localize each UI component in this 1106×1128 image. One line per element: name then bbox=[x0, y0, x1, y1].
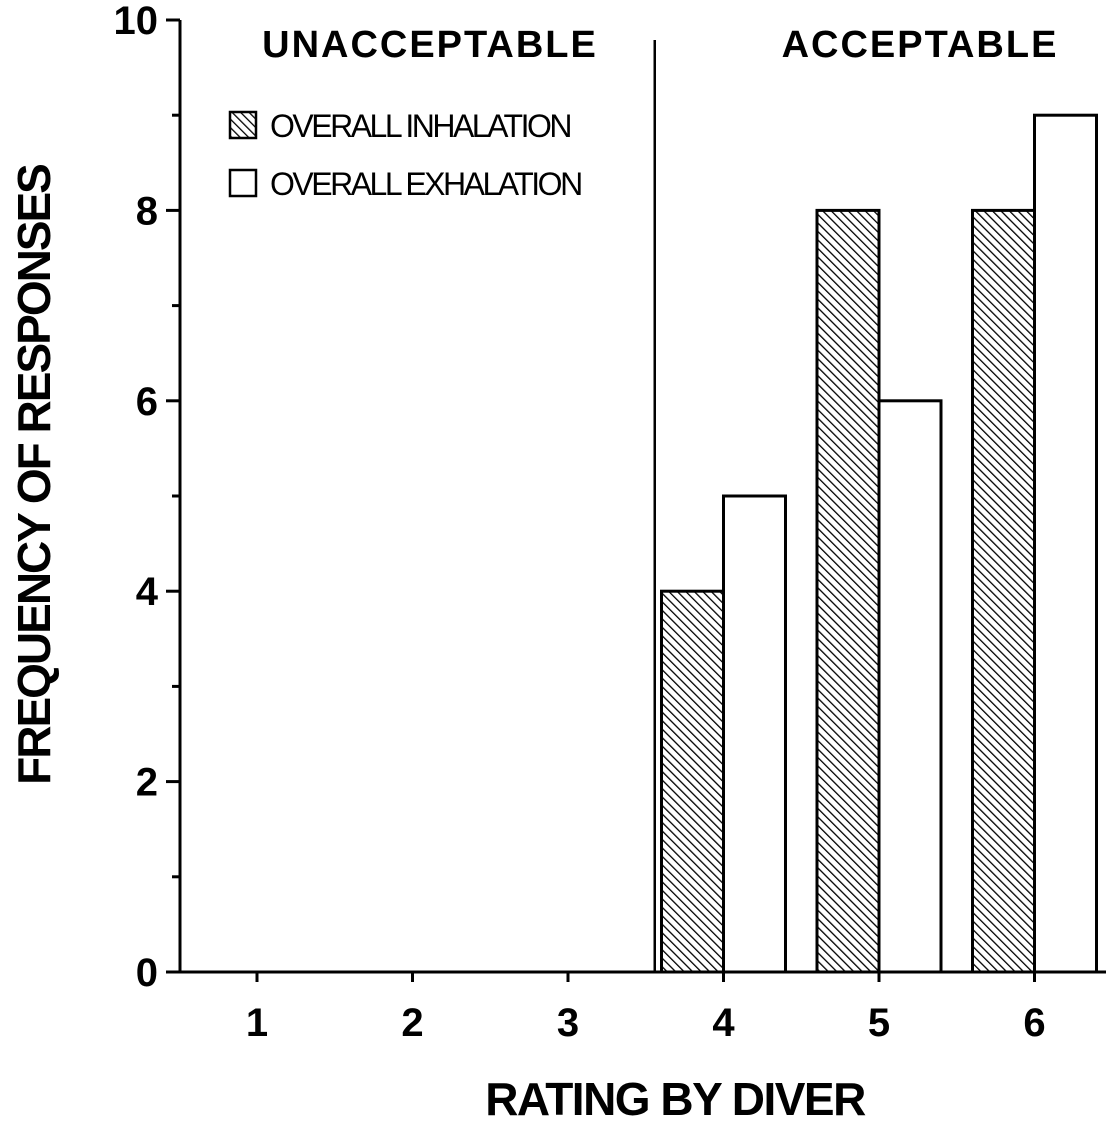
y-tick-label: 2 bbox=[136, 761, 158, 805]
bar-inhalation-rating-5 bbox=[815, 208, 881, 974]
bar-inhalation-rating-6 bbox=[971, 208, 1036, 974]
bar-inhalation-rating-4 bbox=[660, 589, 725, 974]
region-label-unacceptable: UNACCEPTABLE bbox=[262, 24, 598, 66]
legend-swatch-exhalation bbox=[228, 168, 258, 198]
y-tick-label: 0 bbox=[136, 951, 158, 995]
x-tick-label: 2 bbox=[401, 1001, 423, 1045]
legend: OVERALL INHALATION OVERALL EXHALATION bbox=[228, 108, 584, 202]
bar-exhalation-rating-4 bbox=[722, 494, 787, 974]
y-tick-label: 6 bbox=[136, 380, 158, 424]
bar-exhalation-rating-6 bbox=[1033, 113, 1098, 974]
x-axis-label: RATING BY DIVER bbox=[485, 1073, 866, 1125]
legend-label-exhalation: OVERALL EXHALATION bbox=[270, 166, 581, 202]
region-label-acceptable: ACCEPTABLE bbox=[782, 24, 1059, 66]
bar-group bbox=[660, 113, 1098, 974]
x-tick-label: 5 bbox=[868, 1001, 890, 1045]
x-tick-label: 6 bbox=[1023, 1001, 1045, 1045]
x-tick-label: 3 bbox=[557, 1001, 579, 1045]
y-tick-label: 10 bbox=[114, 0, 159, 43]
bar-exhalation-rating-5 bbox=[877, 399, 943, 974]
legend-label-inhalation: OVERALL INHALATION bbox=[270, 108, 570, 144]
x-tick-label: 1 bbox=[246, 1001, 268, 1045]
y-axis-ticks: 0 2 4 6 8 10 bbox=[114, 0, 180, 995]
y-tick-label: 4 bbox=[136, 570, 159, 614]
y-axis-label: FREQUENCY OF RESPONSES bbox=[8, 165, 60, 785]
y-tick-label: 8 bbox=[136, 189, 158, 233]
x-axis-ticks: 1 2 3 4 5 6 bbox=[246, 972, 1046, 1045]
x-tick-label: 4 bbox=[712, 1001, 735, 1045]
legend-swatch-inhalation bbox=[228, 110, 258, 140]
